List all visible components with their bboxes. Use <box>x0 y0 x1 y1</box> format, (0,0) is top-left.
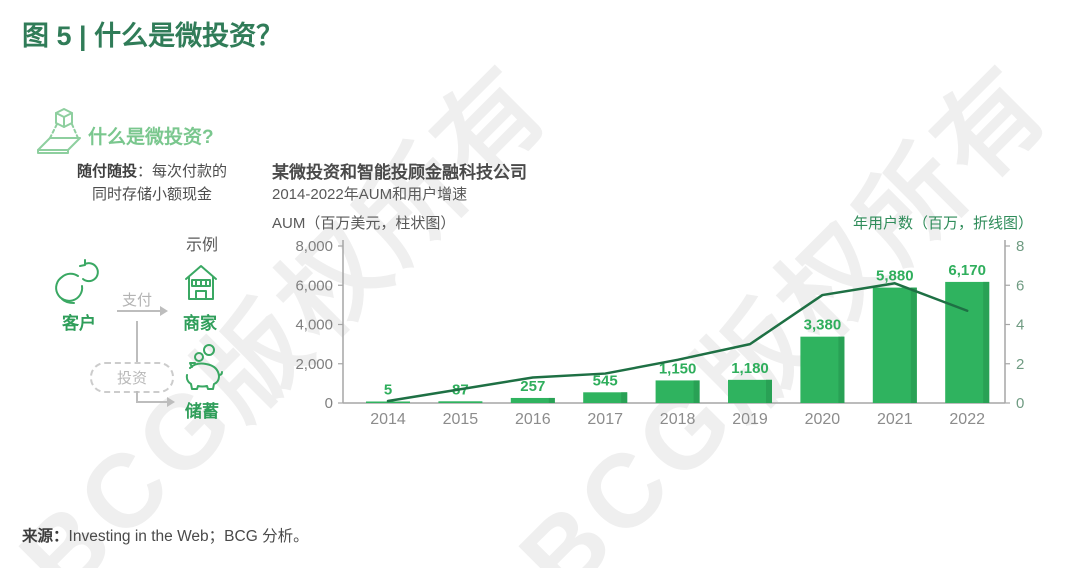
source-label: 来源： <box>22 528 69 545</box>
bar-label-2019: 1,180 <box>731 360 769 377</box>
svg-text:0: 0 <box>325 395 333 412</box>
customer-icon <box>52 257 106 314</box>
bar-2021 <box>872 287 917 403</box>
bar-label-2020: 3,380 <box>804 317 842 334</box>
merchant-icon <box>183 263 219 308</box>
payment-arrow-line <box>117 310 161 312</box>
definition-line2: 同时存储小额现金 <box>91 185 212 203</box>
chart-title: 某微投资和智能投顾金融科技公司 <box>272 163 527 182</box>
svg-text:2,000: 2,000 <box>295 356 333 373</box>
concept-heading: 什么是微投资? <box>88 127 214 148</box>
savings-label: 储蓄 <box>185 402 219 421</box>
source-text: Investing in the Web；BCG 分析。 <box>68 528 309 545</box>
aum-users-combo-chart: 8,000 6,000 4,000 2,000 0 8 6 4 2 0 2014 2015 2016 20… <box>295 238 1024 428</box>
svg-text:0: 0 <box>1016 395 1024 412</box>
figure-title: 图 5 | 什么是微投资？ <box>22 21 284 51</box>
merchant-label: 商家 <box>183 314 217 333</box>
svg-text:2014: 2014 <box>370 411 406 428</box>
svg-text:2022: 2022 <box>949 411 985 428</box>
svg-text:8,000: 8,000 <box>295 238 333 255</box>
invest-connector-bottom <box>136 391 138 403</box>
bar-label-2014: 5 <box>384 382 392 399</box>
payment-label: 支付 <box>121 292 152 309</box>
bar-label-2022: 6,170 <box>948 262 986 279</box>
bar-label-2016: 257 <box>520 378 545 395</box>
bar-label-2017: 545 <box>593 372 618 389</box>
svg-text:2015: 2015 <box>443 411 479 428</box>
right-axis-label: 年用户数（百万，折线图） <box>852 215 1033 232</box>
bar-2015 <box>438 401 483 403</box>
svg-text:8: 8 <box>1016 238 1024 255</box>
chart-subtitle: 2014-2022年AUM和用户增速 <box>272 186 468 203</box>
definition-term: 随付随投 <box>76 163 137 180</box>
piggy-bank-icon <box>182 343 224 400</box>
source-note: 来源：Investing in the Web；BCG 分析。 <box>22 524 309 546</box>
svg-text:4,000: 4,000 <box>295 317 333 334</box>
svg-text:2020: 2020 <box>805 411 841 428</box>
bar-label-2018: 1,150 <box>659 360 697 377</box>
invest-label: 投资 <box>116 370 147 387</box>
bar-label-2021: 5,880 <box>876 268 914 285</box>
svg-text:6: 6 <box>1016 277 1024 294</box>
example-label: 示例 <box>186 237 219 254</box>
bar-2019 <box>728 379 772 403</box>
svg-text:4: 4 <box>1016 317 1024 334</box>
svg-text:2: 2 <box>1016 356 1024 373</box>
left-axis-label: AUM（百万美元，柱状图） <box>272 215 456 232</box>
bar-2018 <box>655 380 700 403</box>
bar-2016 <box>510 397 555 403</box>
users-line <box>386 282 969 403</box>
concept-definition: 随付随投：每次付款的 同时存储小额现金 <box>38 161 266 206</box>
micro-investing-flow-diagram: 客户 支付 商家 投资 <box>30 225 270 430</box>
payment-arrowhead <box>160 306 168 316</box>
invest-connector-top <box>136 321 138 362</box>
hologram-cube-icon <box>33 104 85 163</box>
svg-text:2017: 2017 <box>587 411 623 428</box>
savings-arrowhead <box>167 397 175 407</box>
bar-2022 <box>945 281 990 403</box>
invest-box: 投资 <box>90 362 174 393</box>
svg-text:2016: 2016 <box>515 411 551 428</box>
customer-label: 客户 <box>62 314 96 333</box>
savings-arrow-line <box>136 401 168 403</box>
svg-text:2018: 2018 <box>660 411 696 428</box>
svg-text:6,000: 6,000 <box>295 277 333 294</box>
svg-text:2019: 2019 <box>732 411 768 428</box>
bar-2020 <box>800 336 845 403</box>
definition-line1: ：每次付款的 <box>137 163 228 180</box>
svg-text:2021: 2021 <box>877 411 913 428</box>
bar-2017 <box>583 392 628 403</box>
